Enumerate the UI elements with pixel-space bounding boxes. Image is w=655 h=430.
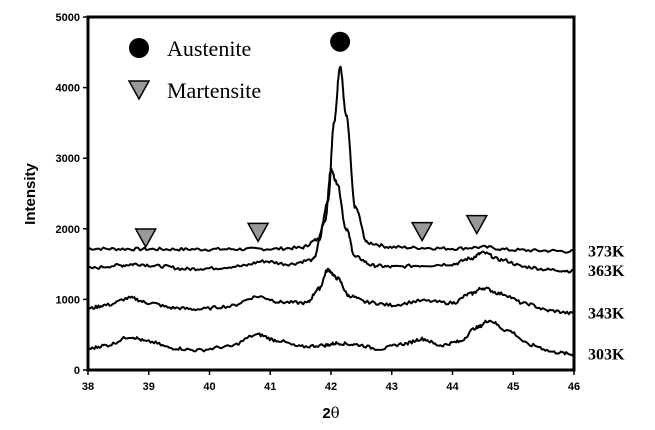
y-axis-title: Intensity (22, 163, 39, 225)
legend-label-austenite: Austenite (167, 36, 251, 61)
series-line-363K (87, 167, 575, 274)
series-line-343K (87, 267, 575, 316)
phase-markers (134, 31, 489, 249)
series-label-373K: 373K (588, 243, 625, 260)
x-tick-label: 42 (325, 381, 337, 393)
plot-frame (86, 15, 576, 372)
series-label-343K: 343K (588, 306, 625, 323)
martensite-marker (134, 228, 157, 249)
x-tick-label: 41 (264, 381, 276, 393)
martensite-marker (410, 221, 434, 243)
y-tick-label: 0 (74, 365, 80, 377)
series-label-363K: 363K (588, 263, 625, 280)
series-line-303K (87, 319, 575, 357)
x-tick-label: 43 (386, 381, 398, 393)
y-tick-label: 3000 (56, 153, 80, 165)
x-axis-ticks: 38 39 40 41 42 43 44 45 46 (82, 370, 580, 393)
x-axis-title: 2θ (322, 404, 339, 422)
x-tick-label: 45 (507, 381, 519, 393)
x-tick-label: 39 (143, 381, 155, 393)
martensite-marker (246, 222, 270, 243)
y-tick-label: 1000 (56, 294, 80, 306)
x-tick-label: 38 (82, 381, 94, 393)
legend-martensite-icon (127, 80, 151, 101)
legend-label-martensite: Martensite (167, 78, 261, 103)
austenite-marker (330, 31, 351, 52)
x-tick-label: 40 (203, 381, 215, 393)
y-tick-label: 4000 (56, 83, 80, 95)
series-group: 373K 363K 343K 303K (87, 65, 625, 363)
martensite-marker (465, 214, 489, 236)
x-tick-label: 46 (568, 381, 580, 393)
legend-austenite-icon (129, 38, 149, 58)
y-axis-ticks: 0 1000 2000 3000 4000 5000 (56, 12, 88, 377)
y-tick-label: 5000 (56, 12, 80, 24)
legend: Austenite Martensite (127, 36, 261, 103)
series-label-303K: 303K (588, 346, 625, 363)
x-tick-label: 44 (446, 381, 459, 393)
series-line-373K (87, 65, 575, 254)
y-tick-label: 2000 (56, 224, 80, 236)
